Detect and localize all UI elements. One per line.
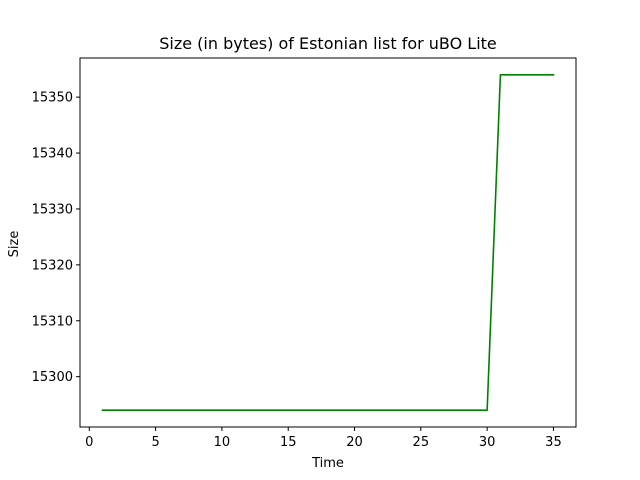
y-axis-ticks: 15300 15310 15320 15330 15340 15350 [32, 91, 80, 385]
x-tick-label: 20 [346, 435, 363, 450]
x-tick-label: 25 [413, 435, 430, 450]
x-axis-label: Time [311, 456, 344, 471]
plot-frame [79, 57, 577, 428]
x-tick-label: 35 [545, 435, 562, 450]
x-tick-label: 30 [479, 435, 496, 450]
y-tick-label: 15310 [32, 314, 73, 329]
x-tick-label: 5 [151, 435, 159, 450]
y-tick-label: 15330 [32, 202, 73, 217]
y-tick-label: 15350 [32, 91, 73, 106]
x-tick-label: 0 [85, 435, 93, 450]
y-tick-label: 15300 [32, 370, 73, 385]
chart-title: Size (in bytes) of Estonian list for uBO… [159, 34, 497, 53]
x-axis-ticks: 0 5 10 15 20 25 30 35 [85, 427, 562, 450]
series-line-0 [101, 73, 555, 412]
plot-area [79, 57, 577, 428]
y-axis-label: Size [7, 231, 22, 258]
y-tick-label: 15340 [32, 147, 73, 162]
x-tick-label: 15 [280, 435, 297, 450]
y-tick-label: 15320 [32, 258, 73, 273]
x-tick-label: 10 [214, 435, 231, 450]
